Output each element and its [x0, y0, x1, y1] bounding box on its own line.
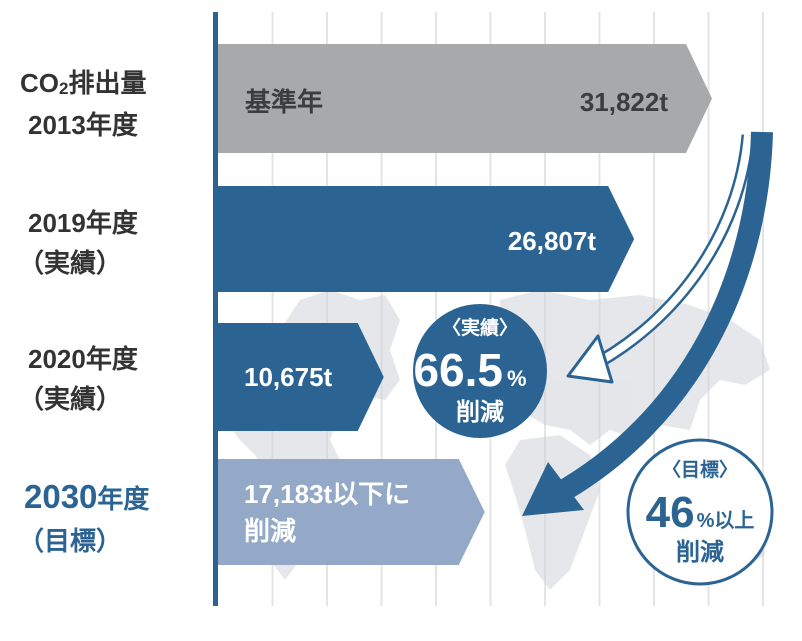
category-label-2013-line1: CO2排出量 [20, 68, 146, 98]
category-label-2020-line2: （実績） [18, 384, 122, 414]
bar-label-2013-value: 31,822t [580, 87, 669, 117]
category-label-2030-line2: （目標） [18, 526, 122, 556]
bar-2013 [218, 44, 712, 153]
bar-label-2019-value: 26,807t [508, 226, 597, 256]
actual-badge-value: 66.5% [413, 344, 526, 396]
target-reduction-badge [626, 438, 774, 586]
bar-2019 [218, 186, 635, 292]
bar-label-2020-value: 10,675t [244, 362, 333, 392]
reduction-arrow-target [550, 131, 773, 505]
actual-reduction-badge [413, 304, 547, 438]
bar-label-2030-line2: 削減 [244, 516, 296, 546]
category-label-2019-line2: （実績） [18, 248, 122, 278]
target-badge-caption: 削減 [676, 539, 724, 566]
reduction-arrow-actual-head [566, 334, 614, 384]
category-label-2013-line2: 2013年度 [28, 110, 138, 140]
reduction-arrow-actual-inner [586, 134, 752, 372]
target-badge-tag: 〈目標〉 [662, 458, 738, 481]
target-badge-value: 46 %以上 [646, 488, 755, 537]
bar-label-2030-line1: 17,183t以下に [244, 479, 410, 509]
bar-2030 [218, 459, 485, 565]
category-label-2030-line1: 2030年度 [24, 478, 149, 515]
category-axis [213, 12, 218, 606]
reduction-arrow-target-head [522, 462, 584, 516]
bar-2020 [218, 323, 384, 431]
category-label-2019-line1: 2019年度 [28, 208, 138, 238]
bar-label-baseline-tag: 基準年 [245, 87, 323, 117]
category-label-2020-line1: 2020年度 [28, 344, 138, 374]
actual-badge-caption: 削減 [456, 399, 504, 426]
actual-badge-tag: 〈実績〉 [442, 316, 518, 339]
